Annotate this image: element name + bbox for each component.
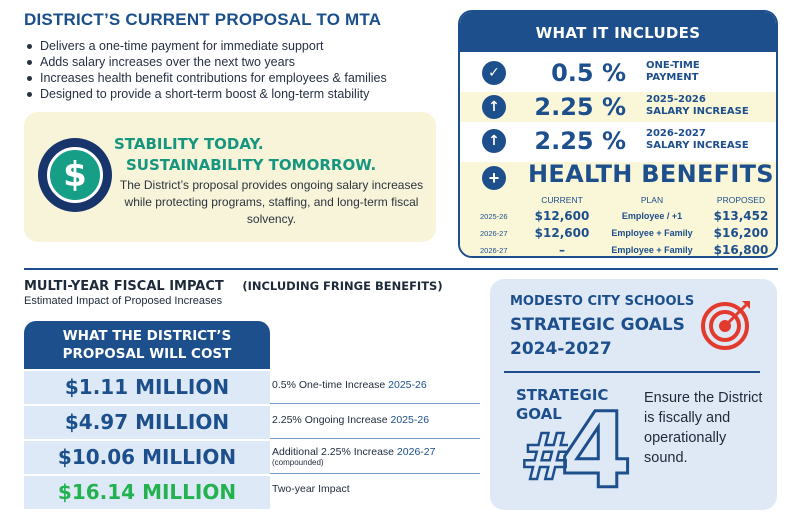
cost-description: 0.5% One-time Increase 2025-26 bbox=[272, 379, 472, 391]
goal-number: 4 bbox=[559, 391, 634, 495]
cost-desc-text: Additional 2.25% Increase bbox=[272, 446, 394, 458]
row-current: $12,600 bbox=[534, 209, 590, 223]
goal-number-text: 4 bbox=[560, 391, 632, 495]
include-label: 2025-2026 SALARY INCREASE bbox=[646, 94, 774, 118]
arrow-up-icon: ↑ bbox=[482, 95, 506, 119]
include-item-2026-2027: ↑ 2.25 % 2026-2027 SALARY INCREASE bbox=[460, 126, 776, 156]
stability-text: The District’s proposal provides ongoing… bbox=[119, 178, 424, 226]
fiscal-title-text: MULTI-YEAR FISCAL IMPACT bbox=[24, 279, 224, 294]
list-item: Designed to provide a short-term boost &… bbox=[24, 86, 454, 102]
row-proposed: $16,200 bbox=[713, 226, 769, 240]
row-current: $12,600 bbox=[534, 226, 590, 240]
row-year: 2026-27 bbox=[480, 246, 508, 255]
strategic-goals-card: MODESTO CITY SCHOOLS STRATEGIC GOALS 202… bbox=[490, 279, 777, 510]
row-separator bbox=[270, 438, 480, 439]
proposal-title: DISTRICT’S CURRENT PROPOSAL TO MTA bbox=[24, 10, 382, 29]
row-plan: Employee + Family bbox=[611, 245, 693, 255]
cost-desc-text: 2.25% Ongoing Increase bbox=[272, 414, 388, 426]
include-value: 2.25 % bbox=[534, 127, 626, 155]
hash-symbol: # bbox=[519, 420, 568, 493]
goal-description: Ensure the District is fiscally and oper… bbox=[644, 390, 763, 466]
list-item: Increases health benefit contributions f… bbox=[24, 70, 454, 86]
column-header-current: CURRENT bbox=[541, 195, 583, 205]
cost-amount: $1.11 MILLION bbox=[24, 369, 270, 404]
target-icon bbox=[701, 301, 750, 350]
stability-line-2: SUSTAINABILITY TOMORROW. bbox=[126, 156, 377, 174]
strategic-label-line: GOAL bbox=[516, 405, 562, 423]
cost-description: Two-year Impact bbox=[272, 483, 472, 495]
cost-desc-year: 2026-27 bbox=[396, 446, 436, 458]
proposal-bullet-list: Delivers a one-time payment for immediat… bbox=[24, 38, 454, 102]
fiscal-estimate-note: Estimated Impact of Proposed Increases bbox=[24, 295, 223, 307]
row-year: 2025-26 bbox=[480, 212, 508, 221]
cost-desc-year: 2025-26 bbox=[390, 414, 430, 426]
health-table: 2025-26 $12,600 Employee / +1 $13,452 20… bbox=[460, 208, 776, 257]
column-header-proposed: PROPOSED bbox=[716, 195, 766, 205]
includes-title: WHAT IT INCLUDES bbox=[460, 12, 776, 52]
include-label-line: SALARY INCREASE bbox=[646, 106, 749, 117]
cost-desc-year: 2025-26 bbox=[388, 379, 427, 391]
proposal-section: DISTRICT’S CURRENT PROPOSAL TO MTA Deliv… bbox=[24, 10, 454, 102]
include-value: 0.5 % bbox=[551, 59, 626, 87]
strategic-goal-label: STRATEGIC GOAL bbox=[516, 386, 608, 424]
row-separator bbox=[270, 473, 480, 474]
row-separator bbox=[270, 403, 480, 404]
cost-table-header: WHAT THE DISTRICT’S PROPOSAL WILL COST bbox=[24, 321, 270, 369]
row-plan: Employee + Family bbox=[611, 228, 693, 238]
cost-description: 2.25% Ongoing Increase 2025-26 bbox=[272, 414, 472, 426]
fiscal-impact-header: MULTI-YEAR FISCAL IMPACT (INCLUDING FRIN… bbox=[24, 279, 484, 307]
strategic-label-line: STRATEGIC bbox=[516, 386, 609, 404]
cost-description: Additional 2.25% Increase 2026-27 (compo… bbox=[272, 446, 472, 468]
table-row: 2026-27 – Employee + Family $16,800 bbox=[460, 242, 776, 257]
include-label: ONE-TIME PAYMENT bbox=[646, 60, 774, 84]
hash-text: # bbox=[520, 421, 568, 493]
plus-icon: + bbox=[482, 166, 506, 190]
stability-callout: $ STABILITY TODAY. SUSTAINABILITY TOMORR… bbox=[24, 112, 436, 242]
include-label-line: ONE-TIME bbox=[646, 60, 700, 71]
cost-desc-text: 0.5% One-time Increase bbox=[272, 379, 386, 391]
cost-table: WHAT THE DISTRICT’S PROPOSAL WILL COST $… bbox=[24, 321, 270, 515]
include-item-one-time: ✓ 0.5 % ONE-TIME PAYMENT bbox=[460, 58, 776, 88]
cost-desc-note: (compounded) bbox=[272, 458, 324, 467]
include-item-2025-2026: ↑ 2.25 % 2025-2026 SALARY INCREASE bbox=[460, 92, 776, 122]
health-benefits-title: HEALTH BENEFITS bbox=[528, 160, 774, 188]
include-value: 2.25 % bbox=[534, 93, 626, 121]
include-label: 2026-2027 SALARY INCREASE bbox=[646, 128, 774, 152]
row-proposed: $16,800 bbox=[713, 243, 769, 257]
dollar-icon: $ bbox=[38, 138, 112, 212]
cost-amount-total: $16.14 MILLION bbox=[24, 474, 270, 509]
health-benefits: + HEALTH BENEFITS CURRENT PLAN PROPOSED … bbox=[460, 160, 776, 257]
list-item: Adds salary increases over the next two … bbox=[24, 54, 454, 70]
cost-desc-text: Two-year Impact bbox=[272, 483, 350, 495]
goals-title-line: STRATEGIC GOALS bbox=[510, 315, 685, 335]
goals-title: STRATEGIC GOALS 2024-2027 bbox=[510, 313, 685, 361]
column-header-plan: PLAN bbox=[640, 195, 664, 205]
table-row: 2026-27 $12,600 Employee + Family $16,20… bbox=[460, 225, 776, 242]
include-label-line: PAYMENT bbox=[646, 72, 699, 83]
row-current: – bbox=[559, 243, 565, 257]
includes-panel: WHAT IT INCLUDES ✓ 0.5 % ONE-TIME PAYMEN… bbox=[458, 10, 778, 258]
goals-divider bbox=[504, 371, 760, 373]
check-icon: ✓ bbox=[482, 61, 506, 85]
row-proposed: $13,452 bbox=[713, 209, 769, 223]
cost-amount: $10.06 MILLION bbox=[24, 439, 270, 474]
fiscal-subtitle: (INCLUDING FRINGE BENEFITS) bbox=[242, 279, 443, 293]
row-plan: Employee / +1 bbox=[621, 211, 683, 221]
cost-amount: $4.97 MILLION bbox=[24, 404, 270, 439]
arrow-up-icon: ↑ bbox=[482, 129, 506, 153]
table-row: 2025-26 $12,600 Employee / +1 $13,452 bbox=[460, 208, 776, 225]
include-label-line: 2026-2027 bbox=[646, 128, 706, 139]
row-year: 2026-27 bbox=[480, 229, 508, 238]
include-label-line: 2025-2026 bbox=[646, 94, 706, 105]
goals-years: 2024-2027 bbox=[510, 339, 612, 359]
include-label-line: SALARY INCREASE bbox=[646, 140, 749, 151]
school-name: MODESTO CITY SCHOOLS bbox=[510, 294, 695, 309]
stability-line-1: STABILITY TODAY. bbox=[114, 135, 264, 153]
section-divider bbox=[24, 268, 778, 270]
stability-headline: STABILITY TODAY. SUSTAINABILITY TOMORROW… bbox=[114, 134, 376, 176]
list-item: Delivers a one-time payment for immediat… bbox=[24, 38, 454, 54]
fiscal-title: MULTI-YEAR FISCAL IMPACT (INCLUDING FRIN… bbox=[24, 279, 484, 294]
